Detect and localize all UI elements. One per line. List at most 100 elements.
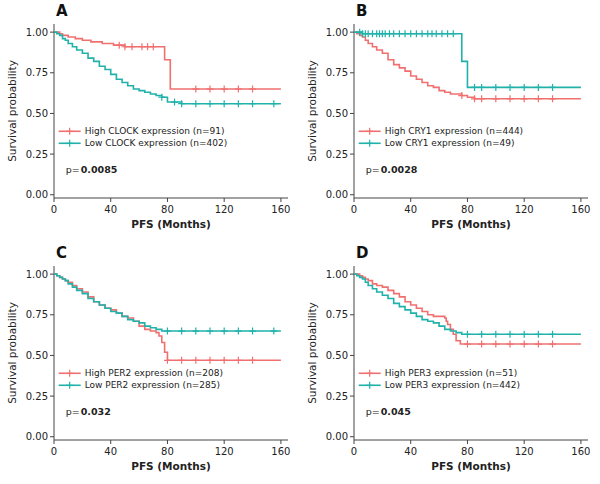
x-tick-label: 160 — [571, 204, 590, 215]
legend-marker — [366, 382, 373, 389]
legend-marker — [66, 140, 73, 147]
x-axis-label: PFS (Months) — [431, 460, 511, 472]
censor-mark — [221, 100, 228, 107]
x-tick — [54, 198, 55, 202]
x-tick — [354, 440, 355, 444]
censor-mark — [471, 84, 478, 91]
censor-mark — [129, 43, 136, 50]
legend-label: Low PER2 expression (n=285) — [85, 380, 220, 390]
panel: 040801201600.000.250.500.751.00PFS (Mont… — [6, 2, 290, 230]
y-tick-label: 0.25 — [26, 149, 48, 160]
y-axis-label: Survival probability — [306, 60, 318, 162]
censor-mark — [535, 84, 542, 91]
y-tick — [50, 436, 54, 437]
legend-label: High PER2 expression (n=208) — [85, 368, 223, 378]
censor-mark — [507, 331, 514, 338]
panel: 040801201600.000.250.500.751.00PFS (Mont… — [6, 244, 290, 472]
censor-mark — [207, 328, 214, 335]
censor-mark — [521, 95, 528, 102]
x-tick — [54, 440, 55, 444]
y-tick-label: 0.25 — [326, 391, 348, 402]
censor-mark — [492, 95, 499, 102]
plot-marks — [354, 29, 581, 103]
x-tick-label: 160 — [271, 446, 290, 457]
p-value: p= — [366, 406, 380, 417]
x-tick-label: 120 — [215, 204, 234, 215]
y-tick — [350, 274, 354, 275]
x-tick-label: 160 — [271, 204, 290, 215]
x-tick — [110, 440, 111, 444]
survival-curve — [54, 274, 281, 331]
censor-mark — [549, 84, 556, 91]
panel-label: A — [56, 2, 68, 20]
x-axis-line — [54, 440, 288, 441]
censor-mark — [492, 341, 499, 348]
censor-mark — [507, 84, 514, 91]
censor-mark — [235, 357, 242, 364]
censor-mark — [464, 331, 471, 338]
x-tick — [580, 198, 581, 202]
legend: High PER2 expression (n=208) Low PER2 exp… — [59, 368, 223, 390]
y-axis-label: Survival probability — [6, 60, 18, 162]
legend-label: High CLOCK expression (n=91) — [85, 126, 225, 136]
panel: 040801201600.000.250.500.751.00PFS (Mont… — [306, 244, 590, 472]
legend-marker — [366, 370, 373, 377]
censor-mark — [521, 84, 528, 91]
x-tick — [467, 440, 468, 444]
y-tick-label: 1.00 — [326, 27, 348, 38]
x-tick-label: 160 — [571, 446, 590, 457]
x-tick — [580, 440, 581, 444]
legend-marker — [366, 128, 373, 135]
legend-marker — [66, 128, 73, 135]
x-tick — [224, 440, 225, 444]
censor-mark — [535, 341, 542, 348]
y-tick-label: 0.25 — [326, 149, 348, 160]
censor-mark — [116, 42, 123, 49]
y-axis-label: Survival probability — [6, 302, 18, 404]
legend-label: Low CLOCK expression (n=402) — [85, 138, 228, 148]
x-tick-label: 40 — [404, 204, 417, 215]
legend-label: High PER3 expression (n=51) — [385, 368, 518, 378]
censor-mark — [164, 328, 171, 335]
x-tick-label: 80 — [461, 446, 474, 457]
censor-mark — [121, 43, 128, 50]
y-tick-label: 1.00 — [326, 269, 348, 280]
y-tick — [350, 72, 354, 73]
y-axis-line — [54, 266, 55, 440]
censor-mark — [221, 86, 228, 93]
p-value: 0.0028 — [381, 164, 418, 175]
censor-mark — [458, 92, 465, 99]
y-tick-label: 0.00 — [26, 189, 48, 200]
censor-mark — [507, 341, 514, 348]
y-tick — [350, 396, 354, 397]
censor-mark — [221, 357, 228, 364]
y-tick-label: 0.75 — [26, 67, 48, 78]
p-value: 0.032 — [81, 406, 111, 417]
y-tick-label: 0.75 — [326, 309, 348, 320]
legend-marker — [66, 370, 73, 377]
x-tick-label: 80 — [161, 204, 174, 215]
y-tick — [50, 72, 54, 73]
y-tick-label: 1.00 — [26, 269, 48, 280]
x-tick-label: 0 — [351, 446, 357, 457]
x-tick-label: 80 — [461, 204, 474, 215]
censor-mark — [521, 331, 528, 338]
censor-mark — [207, 357, 214, 364]
plot-marks — [354, 274, 581, 347]
x-tick-label: 80 — [161, 446, 174, 457]
x-axis-line — [354, 440, 588, 441]
x-tick — [410, 198, 411, 202]
plot-marks — [54, 32, 281, 107]
censor-mark — [249, 100, 256, 107]
x-axis-line — [54, 198, 288, 199]
legend: High PER3 expression (n=51)Low PER3 expr… — [359, 368, 520, 390]
y-tick-label: 0.00 — [326, 189, 348, 200]
panel: 040801201600.000.250.500.751.00PFS (Mont… — [306, 2, 590, 230]
censor-mark — [164, 357, 171, 364]
survival-curve — [54, 32, 281, 104]
x-tick — [167, 440, 168, 444]
x-axis-label: PFS (Months) — [131, 218, 211, 230]
x-tick — [354, 198, 355, 202]
plot-marks — [54, 274, 281, 364]
y-tick-label: 0.00 — [326, 431, 348, 442]
